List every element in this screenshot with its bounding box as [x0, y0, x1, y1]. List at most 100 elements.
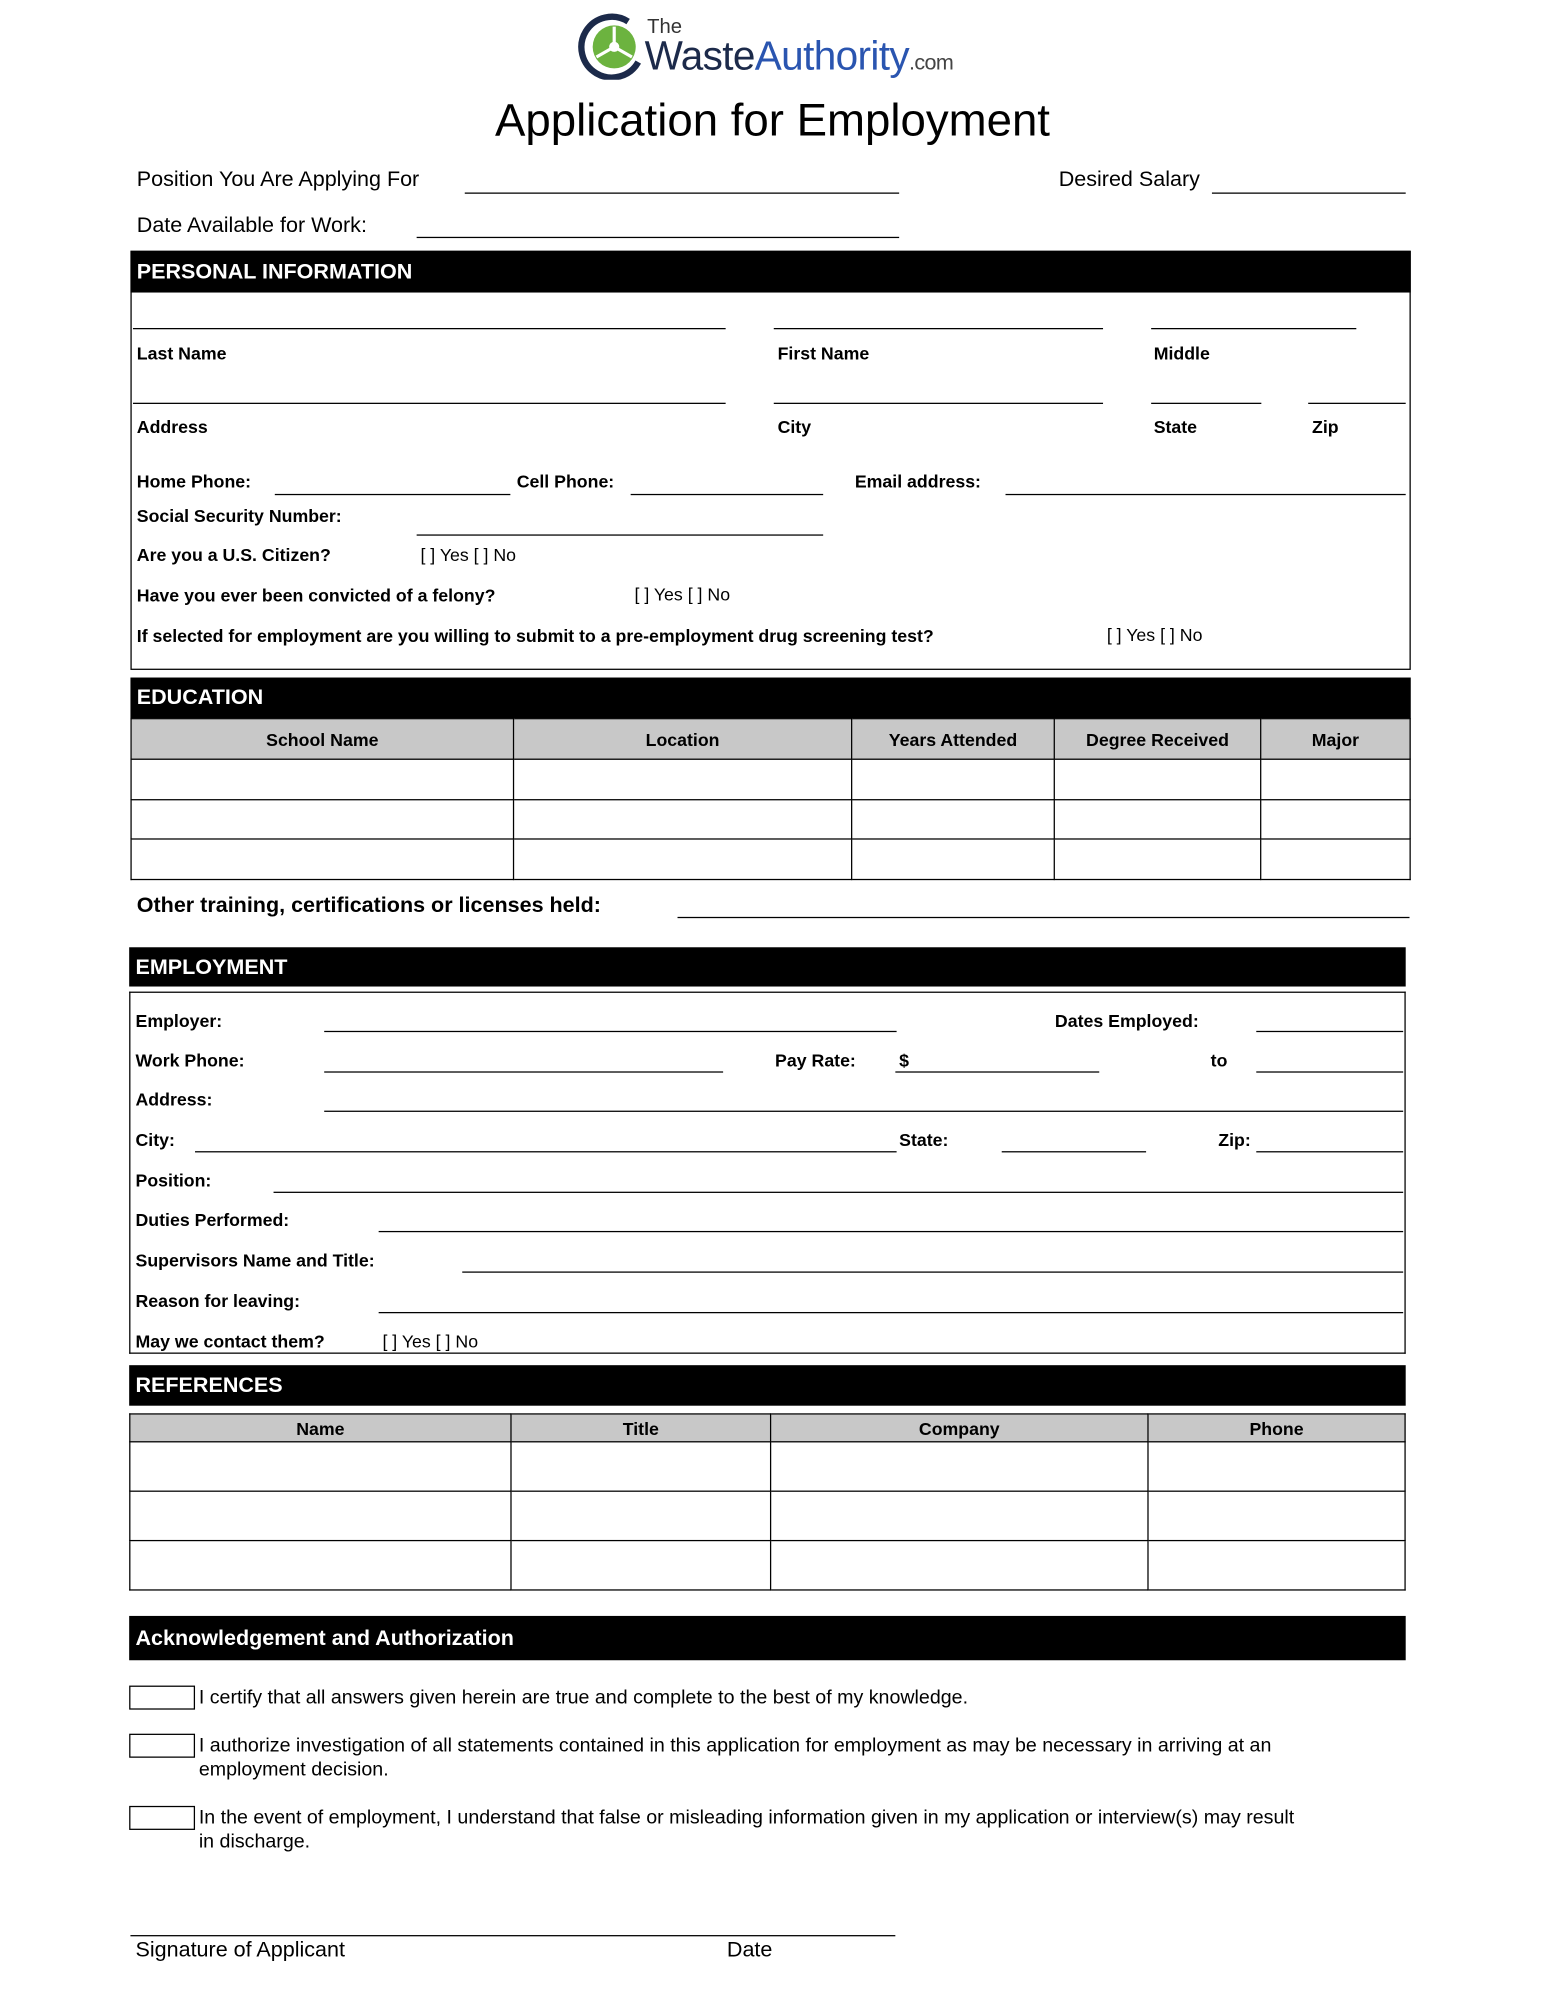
work-phone-label: Work Phone: [135, 1049, 245, 1071]
table-cell[interactable] [1260, 758, 1411, 800]
employer-state-label: State: [899, 1129, 949, 1150]
employer-zip-label: Zip: [1218, 1129, 1251, 1150]
employer-field[interactable] [324, 1030, 897, 1033]
table-row [129, 1490, 1406, 1542]
employer-state-field[interactable] [1001, 1151, 1147, 1153]
employment-section [129, 991, 1406, 1354]
table-cell[interactable] [1147, 1490, 1406, 1542]
middle-name-field[interactable] [1151, 327, 1357, 330]
city-label: City [777, 416, 812, 437]
table-cell[interactable] [769, 1539, 1149, 1591]
table-cell[interactable] [1053, 838, 1262, 881]
table-cell[interactable] [510, 1441, 772, 1492]
drug-test-yes-no[interactable]: [ ] Yes [ ] No [1106, 624, 1203, 645]
discharge-checkbox[interactable] [129, 1805, 196, 1830]
ssn-field[interactable] [416, 534, 824, 536]
employer-city-field[interactable] [195, 1151, 897, 1153]
col-name: Name [129, 1413, 512, 1443]
home-phone-field[interactable] [274, 493, 511, 496]
address-label: Address [136, 416, 208, 437]
table-cell[interactable] [1260, 798, 1411, 841]
table-cell[interactable] [510, 1539, 772, 1591]
email-field[interactable] [1005, 493, 1406, 496]
references-header-row: Name Title Company Phone [129, 1413, 1406, 1443]
pay-rate-field[interactable] [895, 1071, 1100, 1073]
dates-employed-label: Dates Employed: [1054, 1010, 1199, 1031]
discharge-text: In the event of employment, I understand… [198, 1807, 1295, 1853]
citizen-yes-no[interactable]: [ ] Yes [ ] No [420, 544, 517, 565]
first-name-field[interactable] [773, 327, 1104, 330]
supervisor-field[interactable] [462, 1271, 1404, 1273]
supervisor-label: Supervisors Name and Title: [135, 1249, 375, 1271]
employer-zip-field[interactable] [1256, 1151, 1404, 1153]
table-cell[interactable] [1053, 758, 1262, 800]
table-cell[interactable] [1147, 1539, 1406, 1591]
zip-label: Zip [1311, 416, 1339, 437]
table-cell[interactable] [130, 798, 515, 841]
contact-yes-no[interactable]: [ ] Yes [ ] No [382, 1330, 479, 1352]
col-title: Title [510, 1413, 772, 1443]
contact-label: May we contact them? [135, 1330, 325, 1352]
employer-city-label: City: [135, 1129, 175, 1150]
home-phone-label: Home Phone: [136, 471, 252, 492]
cell-phone-field[interactable] [630, 493, 824, 496]
position-held-field[interactable] [273, 1191, 1404, 1193]
date-label: Date [726, 1937, 773, 1962]
table-cell[interactable] [1260, 838, 1411, 881]
employment-header: EMPLOYMENT [129, 947, 1406, 987]
employer-address-label: Address: [135, 1089, 213, 1110]
signature-field[interactable] [130, 1935, 896, 1937]
table-cell[interactable] [130, 838, 515, 881]
other-training-field[interactable] [677, 916, 1410, 919]
state-field[interactable] [1151, 402, 1262, 404]
duties-label: Duties Performed: [135, 1209, 290, 1230]
authorize-text: I authorize investigation of all stateme… [198, 1734, 1272, 1781]
table-cell[interactable] [769, 1441, 1149, 1492]
table-cell[interactable] [1053, 798, 1262, 841]
table-cell[interactable] [129, 1539, 512, 1591]
dates-employed-from-field[interactable] [1256, 1030, 1404, 1033]
table-cell[interactable] [851, 798, 1055, 841]
table-cell[interactable] [129, 1490, 512, 1542]
table-cell[interactable] [851, 838, 1055, 881]
table-cell[interactable] [130, 758, 515, 800]
city-field[interactable] [773, 402, 1104, 404]
education-header: EDUCATION [130, 677, 1411, 719]
drug-test-label: If selected for employment are you willi… [136, 625, 934, 646]
table-cell[interactable] [851, 758, 1055, 800]
table-cell[interactable] [512, 838, 853, 881]
table-cell[interactable] [769, 1490, 1149, 1542]
felony-yes-no[interactable]: [ ] Yes [ ] No [634, 583, 731, 605]
table-cell[interactable] [129, 1441, 512, 1492]
reason-leaving-field[interactable] [378, 1311, 1404, 1314]
logo-wordmark: WasteAuthority.com [645, 33, 954, 80]
dollar-sign: $ [899, 1049, 910, 1071]
last-name-field[interactable] [132, 327, 726, 330]
to-label: to [1210, 1049, 1228, 1071]
table-cell[interactable] [510, 1490, 772, 1542]
table-cell[interactable] [512, 798, 853, 841]
reason-leaving-label: Reason for leaving: [135, 1290, 301, 1311]
date-available-field[interactable] [416, 236, 900, 239]
citizen-label: Are you a U.S. Citizen? [136, 544, 331, 565]
certify-checkbox[interactable] [129, 1685, 196, 1710]
work-phone-field[interactable] [324, 1071, 724, 1073]
dates-employed-to-field[interactable] [1256, 1071, 1404, 1073]
zip-field[interactable] [1308, 402, 1406, 404]
leaf-logo-icon [578, 13, 642, 80]
table-row [130, 838, 1411, 881]
col-location: Location [512, 718, 853, 760]
authorize-checkbox[interactable] [129, 1733, 196, 1758]
table-cell[interactable] [512, 758, 853, 800]
table-cell[interactable] [1147, 1441, 1406, 1492]
duties-field[interactable] [378, 1230, 1404, 1233]
position-field[interactable] [464, 192, 900, 194]
position-held-label: Position: [135, 1170, 212, 1191]
employer-address-field[interactable] [324, 1110, 1404, 1112]
last-name-label: Last Name [136, 343, 227, 364]
references-header: REFERENCES [129, 1365, 1406, 1406]
salary-field[interactable] [1211, 192, 1406, 194]
middle-label: Middle [1153, 343, 1210, 364]
col-major: Major [1260, 718, 1411, 760]
address-field[interactable] [132, 402, 726, 404]
